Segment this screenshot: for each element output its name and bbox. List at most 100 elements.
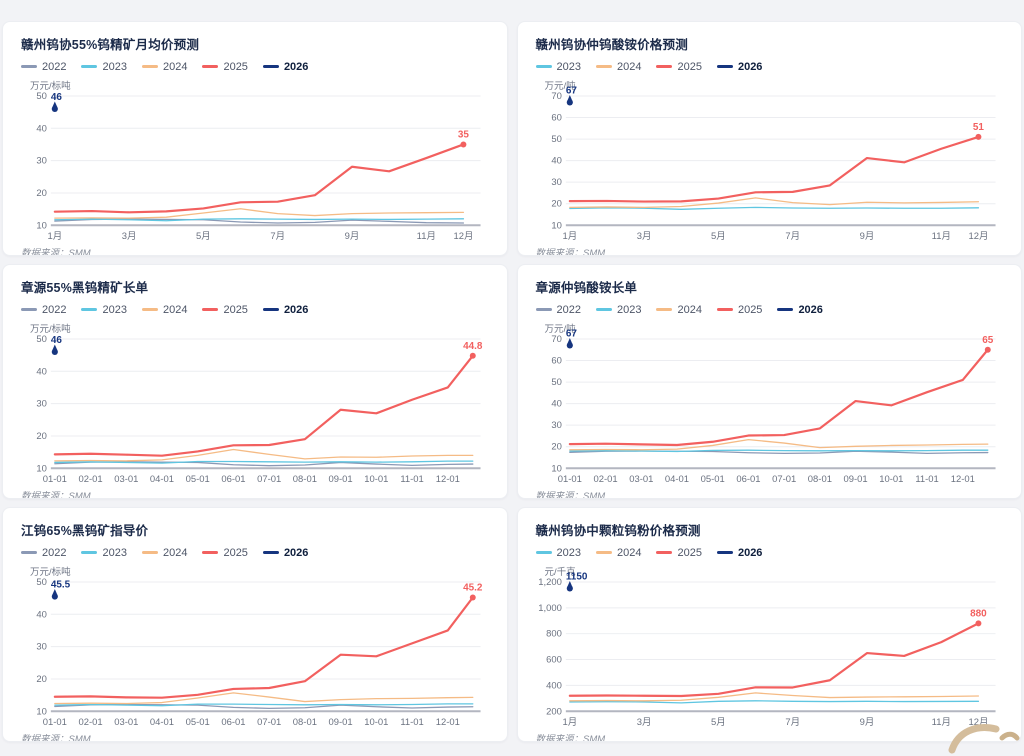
legend-label: 2022: [42, 546, 67, 559]
svg-text:05-01: 05-01: [186, 717, 210, 728]
legend-label: 2026: [283, 60, 309, 73]
chart-plot[interactable]: 10 20 30 40 50 1月 3月 5月 7月 9月 11月 12月 35 46: [21, 90, 489, 244]
legend-label: 2026: [798, 303, 823, 316]
legend-item-2023[interactable]: 2023: [535, 60, 581, 73]
legend-item-2022[interactable]: 2022: [21, 61, 66, 73]
legend-swatch: [716, 308, 733, 311]
legend-item-2024[interactable]: 2024: [656, 303, 702, 316]
svg-text:04-01: 04-01: [664, 474, 688, 485]
legend-item-2023[interactable]: 2023: [81, 547, 127, 559]
legend-item-2026[interactable]: 2026: [262, 547, 308, 559]
legend-swatch: [202, 551, 219, 554]
legend-swatch: [595, 65, 612, 68]
legend-swatch: [141, 551, 158, 554]
svg-text:60: 60: [551, 356, 562, 367]
legend-item-2024[interactable]: 2024: [595, 547, 641, 559]
legend-item-2025[interactable]: 2025: [202, 303, 248, 316]
chart-legend: 2022 2023 2024 2025 2026: [21, 60, 489, 73]
legend-swatch: [81, 308, 98, 311]
legend-swatch: [595, 308, 612, 311]
legend-item-2025[interactable]: 2025: [656, 547, 702, 559]
legend-item-2024[interactable]: 2024: [141, 546, 188, 559]
legend-label: 2023: [616, 303, 642, 316]
legend-item-2023[interactable]: 2023: [81, 61, 127, 73]
chart-plot[interactable]: 10 20 30 40 50 60 70 1月 3月 5月 7月 9月 11月 12月 51 67: [536, 85, 1004, 244]
chart-card-zhangyuan-apt: 章源仲钨酸铵长单 2022 2023 2024 2025 2026 万元/吨 10 20 3…: [516, 264, 1022, 499]
svg-text:7月: 7月: [785, 231, 800, 242]
legend-label: 2022: [42, 303, 67, 316]
legend-item-2026[interactable]: 2026: [262, 304, 308, 316]
svg-text:20: 20: [551, 199, 562, 210]
legend-label: 2023: [102, 303, 127, 316]
svg-text:9月: 9月: [345, 231, 360, 242]
svg-text:10: 10: [36, 463, 47, 474]
svg-text:40: 40: [36, 366, 47, 377]
legend-item-2026[interactable]: 2026: [777, 303, 823, 316]
legend-item-2024[interactable]: 2024: [141, 61, 187, 73]
svg-text:50: 50: [36, 91, 47, 102]
legend-swatch: [202, 308, 219, 311]
svg-text:08-01: 08-01: [807, 474, 831, 485]
legend-label: 2024: [162, 303, 188, 316]
chart-plot[interactable]: 10 20 30 40 50 01-01 02-01 03-01 04-01 05-01 06-01…: [21, 576, 489, 730]
legend-swatch: [262, 551, 279, 554]
chart-plot[interactable]: 10 20 30 40 50 60 70 01-01 02-01 03-01 04-01 05-01 0…: [536, 328, 1004, 487]
svg-text:04-01: 04-01: [150, 717, 174, 728]
svg-text:09-01: 09-01: [329, 474, 353, 485]
y-axis-unit: 万元/标吨: [30, 567, 71, 578]
legend-swatch: [141, 65, 158, 68]
legend-item-2026[interactable]: 2026: [716, 546, 763, 559]
legend-item-2025[interactable]: 2025: [202, 61, 248, 73]
chart-canvas: 10 20 30 40 50 01-01 02-01 03-01 04-01 05-01 06-01…: [36, 334, 483, 485]
legend-item-2026[interactable]: 2026: [262, 60, 309, 73]
svg-text:7月: 7月: [270, 231, 285, 242]
legend-swatch: [656, 65, 673, 68]
chart-plot[interactable]: 10 20 30 40 50 01-01 02-01 03-01 04-01 05-01 06-01…: [21, 333, 489, 487]
chart-card-gzta-apt: 赣州钨协仲钨酸铵价格预测 2023 2024 2025 2026 万元/吨 10 20 3…: [516, 21, 1022, 256]
legend-label: 2025: [223, 303, 248, 316]
chart-title: 章源55%黑钨精矿长单: [21, 281, 149, 295]
legend-swatch: [656, 551, 673, 554]
legend-item-2026[interactable]: 2026: [716, 61, 762, 73]
svg-text:08-01: 08-01: [293, 474, 317, 485]
svg-text:60: 60: [551, 113, 562, 124]
legend-item-2022[interactable]: 2022: [535, 304, 581, 316]
svg-text:3月: 3月: [636, 231, 651, 242]
chart-plot[interactable]: 200 400 600 800 1,000 1,200 1月 3月 5月 7月 9月 11月 12月 88…: [536, 571, 1004, 730]
legend-item-2025[interactable]: 2025: [656, 61, 702, 73]
svg-text:10: 10: [36, 220, 47, 231]
legend-item-2023[interactable]: 2023: [595, 303, 642, 316]
svg-text:07-01: 07-01: [772, 474, 796, 485]
legend-swatch: [716, 551, 733, 554]
legend-item-2025[interactable]: 2025: [202, 547, 248, 559]
chart-legend: 2022 2023 2024 2025 2026: [535, 303, 1004, 316]
legend-item-2023[interactable]: 2023: [81, 303, 127, 316]
svg-text:20: 20: [551, 442, 562, 453]
legend-item-2023[interactable]: 2023: [535, 547, 581, 559]
svg-text:12-01: 12-01: [950, 474, 974, 485]
chart-card-zhangyuan-55-wolframite: 章源55%黑钨精矿长单 2022 2023 2024 2025 2026 万元/标吨 1…: [2, 264, 508, 499]
legend-label: 2023: [556, 60, 581, 73]
legend-item-2022[interactable]: 2022: [21, 547, 66, 559]
svg-text:02-01: 02-01: [78, 474, 102, 485]
legend-item-2025[interactable]: 2025: [716, 304, 762, 316]
data-source-label: 数据来源：SMM: [21, 248, 91, 256]
svg-text:10: 10: [551, 220, 562, 231]
legend-label: 2026: [737, 546, 763, 559]
chart-legend: 2022 2023 2024 2025 2026: [21, 303, 489, 316]
legend-item-2024[interactable]: 2024: [595, 61, 641, 73]
legend-label: 2024: [162, 546, 188, 559]
svg-text:1月: 1月: [562, 717, 577, 728]
chart-title: 赣州钨协仲钨酸铵价格预测: [535, 38, 688, 52]
legend-swatch: [21, 65, 37, 68]
legend-label: 2024: [677, 303, 702, 316]
legend-item-2024[interactable]: 2024: [141, 303, 188, 316]
legend-item-2022[interactable]: 2022: [21, 304, 66, 316]
svg-text:12月: 12月: [968, 717, 988, 728]
svg-text:12月: 12月: [968, 231, 988, 242]
svg-text:10: 10: [551, 463, 562, 474]
chart-legend: 2023 2024 2025 2026: [535, 546, 1004, 559]
svg-text:01-01: 01-01: [43, 717, 67, 728]
svg-text:9月: 9月: [859, 231, 874, 242]
y-axis-unit: 万元/吨: [544, 324, 576, 335]
